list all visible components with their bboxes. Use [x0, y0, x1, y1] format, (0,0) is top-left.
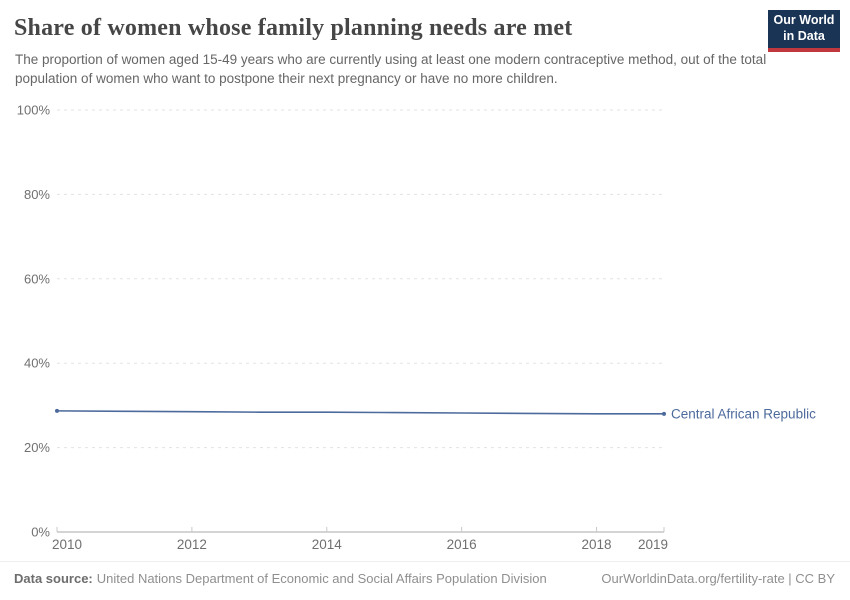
- footer-attribution-link[interactable]: OurWorldinData.org/fertility-rate | CC B…: [601, 571, 835, 586]
- y-axis-tick-label: 40%: [24, 356, 50, 371]
- y-axis-tick-label: 100%: [17, 103, 51, 118]
- line-chart: 0% 20% 40% 60% 80% 100% 2010 2012 2014 2016 2018 20…: [17, 103, 816, 553]
- x-axis-tick-label: 2010: [52, 537, 82, 552]
- y-axis-tick-label: 80%: [24, 187, 50, 202]
- owid-logo: Our World in Data: [768, 10, 840, 52]
- series-entity-label: Central African Republic: [671, 406, 816, 421]
- data-source-label: Data source:: [14, 571, 93, 586]
- y-axis-tick-label: 0%: [31, 525, 50, 540]
- x-axis-tick-label: 2014: [312, 537, 343, 552]
- data-source: Data source: United Nations Department of…: [14, 571, 547, 586]
- x-axis-tick-label: 2012: [177, 537, 207, 552]
- data-source-text: United Nations Department of Economic an…: [96, 571, 547, 586]
- chart-title: Share of women whose family planning nee…: [14, 15, 573, 41]
- series-line: [56, 410, 664, 415]
- chart-footer: Data source: United Nations Department of…: [0, 561, 850, 600]
- owid-logo-line2: in Data: [783, 29, 825, 43]
- x-axis-tick-label: 2018: [582, 537, 612, 552]
- y-axis-tick-label: 20%: [24, 440, 50, 455]
- x-axis-tick-label: 2019: [638, 537, 668, 552]
- series-start-point: [55, 408, 59, 413]
- y-axis-tick-label: 60%: [24, 271, 50, 286]
- chart-subtitle: The proportion of women aged 15-49 years…: [15, 52, 767, 86]
- owid-logo-line1: Our World: [773, 13, 835, 28]
- x-axis-tick-label: 2016: [447, 537, 477, 552]
- series-end-point: [662, 411, 666, 416]
